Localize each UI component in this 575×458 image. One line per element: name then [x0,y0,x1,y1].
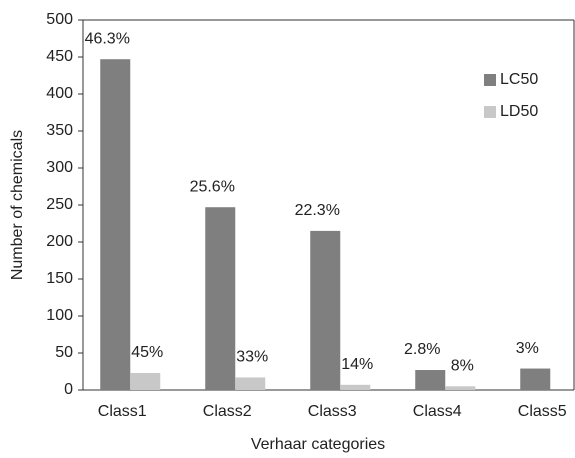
bar [235,377,266,390]
share-label: 3% [516,340,539,357]
y-tick-label: 450 [46,48,73,65]
bar [310,230,341,390]
bar [205,207,236,390]
share-label: 46.3% [85,30,130,47]
y-tick-label: 350 [46,122,73,139]
y-tick-label: 300 [46,159,73,176]
bar [445,386,476,390]
share-label: 45% [131,344,163,361]
y-tick-label: 400 [46,85,73,102]
x-axis-label: Verhaar categories [251,436,385,453]
bar [340,384,371,390]
share-label: 22.3% [295,202,340,219]
y-axis-label: Number of chemicals [9,130,26,280]
x-tick-label: Class1 [98,403,147,420]
y-tick-label: 200 [46,233,73,250]
legend-swatch [484,106,496,118]
y-tick-label: 0 [64,381,73,398]
legend-label: LC50 [500,71,538,88]
share-label: 25.6% [190,178,235,195]
share-label: 8% [451,358,474,375]
y-tick-label: 150 [46,270,73,287]
y-tick-label: 50 [55,344,73,361]
bar [100,59,131,390]
y-tick-label: 100 [46,307,73,324]
legend-label: LD50 [500,103,538,120]
bar [520,368,551,390]
share-label: 2.8% [404,341,440,358]
x-tick-label: Class5 [518,403,567,420]
y-tick-label: 250 [46,196,73,213]
x-tick-label: Class3 [308,403,357,420]
bar [130,372,161,390]
x-tick-label: Class4 [413,403,462,420]
legend-swatch [484,74,496,86]
share-label: 33% [236,349,268,366]
bar [415,370,446,390]
y-tick-label: 500 [46,11,73,28]
x-tick-label: Class2 [203,403,252,420]
share-label: 14% [341,356,373,373]
